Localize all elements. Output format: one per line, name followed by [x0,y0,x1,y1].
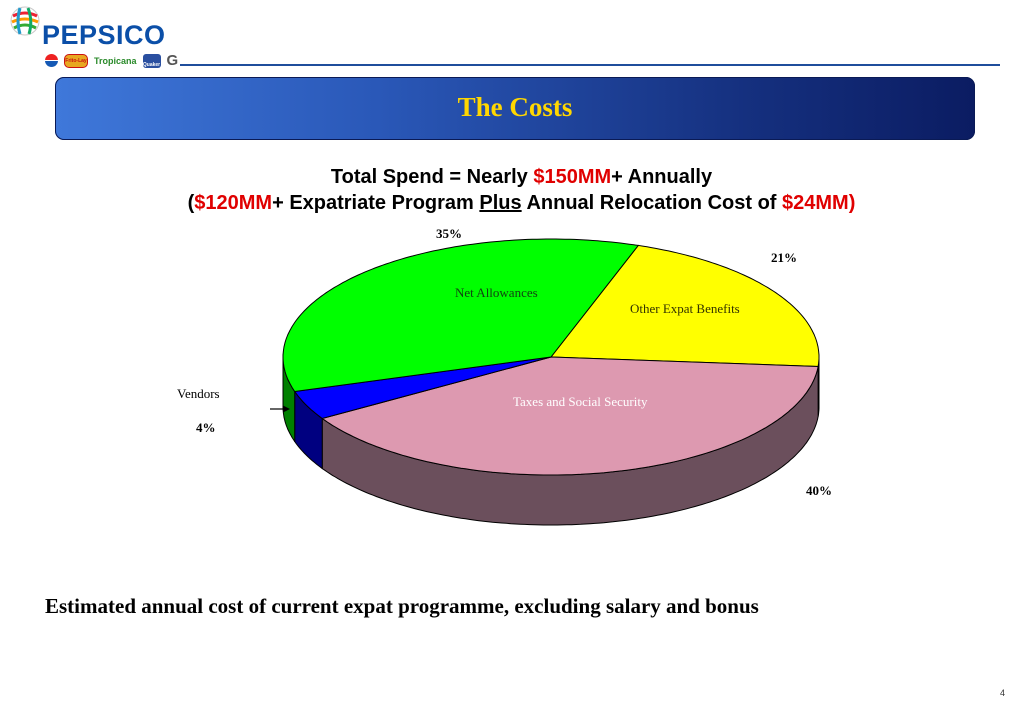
header-rule [180,64,1000,66]
headline-text: + Expatriate Program [272,192,480,214]
slice-label-net-allowances: Net Allowances [455,285,538,300]
headline-line-2: ($120MM+ Expatriate Program Plus Annual … [0,192,1023,215]
headline-text: Total Spend = Nearly [330,166,534,188]
page-number: 4 [1000,688,1006,698]
headline-text: Annual Relocation Cost of [521,192,783,214]
slice-label-taxes: Taxes and Social Security [513,394,648,409]
pepsico-globe-icon [10,6,40,36]
slide-title: The Costs [457,92,573,122]
headline-highlight: $24MM [782,192,849,214]
fritolay-logo: Frito-Lay [64,53,88,68]
vendors-arrow-head [283,405,290,413]
pie-slice-other-expat-benefits [550,244,820,368]
headline-underlined: Plus [479,192,522,214]
tropicana-logo: Tropicana [94,55,137,66]
pct-label-net-allowances: 35% [436,226,462,241]
headline-text: ) [848,192,856,214]
pie-slice-net-allowances [282,238,640,393]
pie-slice-taxes-and-social-security [321,356,819,476]
pie-slice-vendors [293,356,552,420]
headline-text: ( [187,192,195,214]
sub-brand-logos: Frito-Lay Tropicana Quaker G [45,52,178,69]
pct-label-other-expat-benefits: 21% [771,250,797,265]
pct-label-taxes: 40% [806,483,832,498]
pepsico-logo: PEPSICO [42,20,166,50]
title-bar: The Costs [55,77,975,140]
headline-line-1: Total Spend = Nearly $150MM+ Annually [0,166,1023,189]
headline-text: + Annually [611,166,713,188]
footnote: Estimated annual cost of current expat p… [45,594,759,618]
headline-highlight: $150MM [533,166,612,188]
pct-label-vendors: 4% [196,420,216,435]
headline-highlight: $120MM [194,192,273,214]
slice-label-vendors: Vendors [177,386,220,401]
pepsi-logo-icon [45,54,58,67]
slice-label-other-expat-benefits: Other Expat Benefits [630,301,740,316]
quaker-logo: Quaker [142,53,161,68]
gatorade-logo-icon: G [166,52,179,69]
